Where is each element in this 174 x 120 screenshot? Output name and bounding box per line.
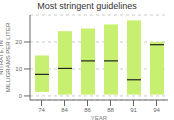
svg-text:74: 74 [38, 107, 45, 113]
svg-text:10: 10 [15, 66, 22, 72]
html-text:Most stringent guidelines: Most stringent guidelines [37, 1, 137, 11]
svg-text:94: 94 [153, 107, 160, 113]
svg-text:91: 91 [130, 107, 137, 113]
svg-text:88: 88 [107, 107, 114, 113]
svg-text:0: 0 [19, 93, 23, 99]
svg-text:20: 20 [15, 39, 22, 45]
svg-text:NITRATE, INMILLIGRAMS PER LITE: NITRATE, INMILLIGRAMS PER LITER [8, 22, 11, 92]
svg-text:86: 86 [84, 107, 91, 113]
svg-text:84: 84 [61, 107, 68, 113]
svg-text:YEAR: YEAR [91, 115, 108, 120]
